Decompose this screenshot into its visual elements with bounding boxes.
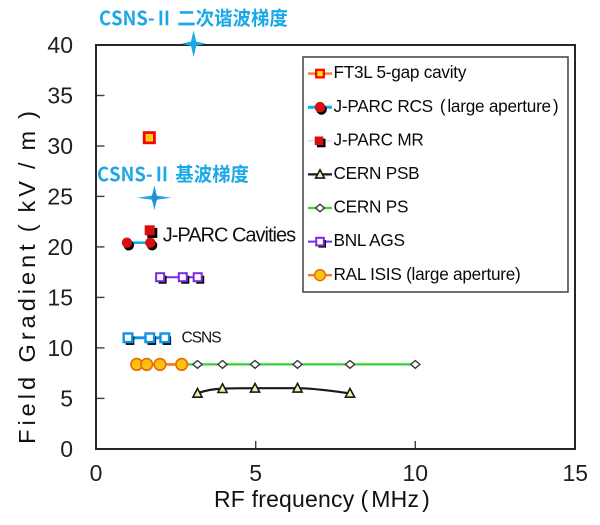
svg-text:10: 10 [47,335,73,361]
svg-text:20: 20 [47,234,73,260]
svg-text:40: 40 [47,32,73,58]
svg-text:J-PARC MR: J-PARC MR [334,129,424,149]
svg-text:35: 35 [47,83,73,109]
svg-text:25: 25 [47,184,73,210]
svg-text:RF frequency(MHz): RF frequency(MHz) [214,486,430,512]
svg-text:CERN PS: CERN PS [334,197,409,217]
svg-text:FT3L 5-gap cavity: FT3L 5-gap cavity [334,62,467,82]
svg-text:CSNS: CSNS [182,329,222,346]
svg-text:15: 15 [563,460,589,486]
svg-text:Field Gradient(kV/m): Field Gradient(kV/m) [14,107,40,444]
svg-text:BNL AGS: BNL AGS [334,230,405,250]
svg-text:30: 30 [47,133,73,159]
svg-text:J-PARC Cavities: J-PARC Cavities [163,225,296,247]
svg-text:5: 5 [249,460,262,486]
svg-text:CERN PSB: CERN PSB [334,163,420,183]
svg-text:15: 15 [47,285,73,311]
svg-text:0: 0 [90,460,103,486]
svg-text:10: 10 [403,460,429,486]
svg-text:5: 5 [60,386,73,412]
svg-text:RAL ISIS (large aperture): RAL ISIS (large aperture) [334,264,521,284]
svg-text:0: 0 [60,436,73,462]
